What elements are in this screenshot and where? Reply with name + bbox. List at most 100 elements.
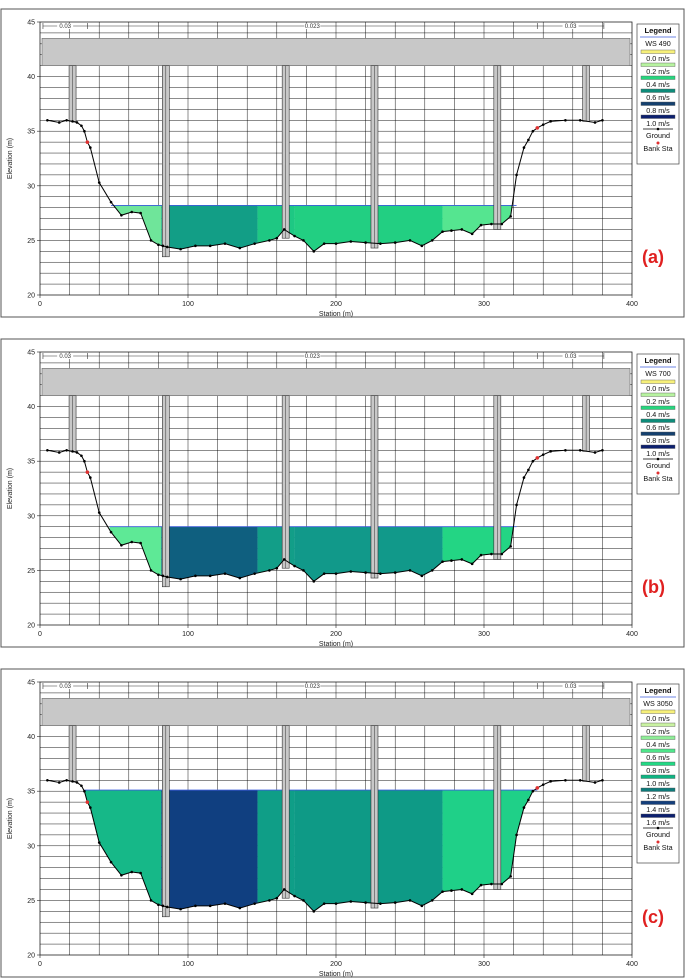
legend-item-label: 1.4 m/s: [646, 805, 670, 814]
legend-swatch: [640, 379, 676, 384]
legend-box: [636, 23, 680, 165]
manning-n-label: 0.03: [59, 684, 71, 690]
legend-ground-label: Ground: [646, 830, 670, 839]
manning-n-label-bg: [304, 683, 321, 689]
legend-bank-label: Bank Sta: [643, 474, 672, 483]
y-tick-label: 45: [27, 350, 35, 357]
ground-point: [223, 572, 227, 575]
manning-n-label: 0.03: [565, 354, 577, 360]
x-axis-title: Station (m): [319, 971, 353, 978]
y-axis-title: Elevation (m): [7, 468, 14, 509]
x-axis-title: Station (m): [319, 311, 353, 318]
ground-point: [130, 870, 134, 874]
bridge-deck: [41, 698, 631, 726]
ground-point: [293, 894, 296, 898]
ground-point: [302, 239, 305, 242]
chart-a: 0.03 0.023 0.03 0 100 200 300 400 20 25 30 35 40 45 St…: [0, 8, 685, 318]
ground-point: [322, 572, 326, 575]
legend-item-label: 0.4 m/s: [646, 740, 670, 749]
ground-point: [441, 230, 444, 233]
ground-point: [441, 560, 444, 563]
x-axis-title: Station (m): [319, 641, 353, 648]
chart-b: 0.03 0.023 0.03 0 100 200 300 400 20 25 30 35 40 45 St…: [0, 338, 685, 648]
y-tick-label: 20: [27, 953, 35, 960]
ground-point: [450, 889, 453, 892]
ground-point: [578, 778, 582, 782]
ground-point: [408, 569, 412, 572]
ground-point: [500, 882, 504, 886]
legend-ws-label: WS 3050: [643, 699, 673, 708]
ground-point: [161, 244, 165, 248]
ground-point: [149, 899, 153, 902]
manning-n-label-bg: [57, 23, 74, 29]
ground-point: [470, 562, 474, 566]
y-tick-label: 25: [27, 568, 35, 575]
manning-n-label-bg: [562, 23, 579, 29]
ground-point: [549, 120, 552, 123]
ground-point: [450, 229, 453, 232]
legend-item-label: 0.2 m/s: [646, 67, 670, 76]
manning-n-label: 0.03: [565, 684, 577, 690]
legend-swatch: [640, 774, 676, 779]
ground-point: [541, 123, 545, 126]
manning-n-label: 0.023: [305, 24, 321, 30]
ground-point: [89, 146, 92, 149]
ground-point: [238, 576, 242, 580]
legend-item-label: 0.2 m/s: [646, 397, 670, 406]
legend-swatch: [640, 405, 676, 410]
bank-station-point: [535, 786, 540, 790]
ground-point: [509, 545, 512, 548]
legend-bank-marker: [656, 471, 660, 475]
legend-swatch: [640, 101, 676, 106]
ground-point: [165, 245, 169, 249]
legend-swatch: [640, 75, 676, 80]
legend-swatch: [640, 735, 676, 740]
bank-station-point: [535, 126, 540, 130]
legend-swatch: [640, 787, 676, 792]
ground-point: [83, 129, 86, 133]
ground-point: [139, 211, 142, 215]
ground-point: [89, 806, 92, 809]
panel-label: (a): [642, 247, 664, 267]
ground-point: [541, 453, 545, 456]
panel-label: (b): [642, 577, 665, 597]
ground-point: [515, 833, 518, 837]
ground-point: [208, 574, 212, 578]
ground-point: [120, 543, 123, 547]
x-tick-label: 300: [478, 631, 490, 638]
panel-a: 0.03 0.023 0.03 0 100 200 300 400 20 25 30 35 40 45 St…: [0, 8, 685, 318]
ground-point: [379, 242, 382, 245]
legend-swatch: [640, 813, 676, 818]
ground-point: [430, 899, 434, 902]
ground-point: [349, 900, 353, 903]
legend-item-label: 0.0 m/s: [646, 54, 670, 63]
ground-point: [578, 448, 582, 452]
ground-point: [57, 121, 61, 124]
ground-point: [223, 242, 227, 245]
ground-point: [46, 778, 49, 782]
legend-swatch: [640, 88, 676, 93]
ground-point: [268, 899, 271, 902]
bank-station-point: [85, 470, 90, 474]
legend-ground-label: Ground: [646, 131, 670, 140]
legend-item-label: 1.0 m/s: [646, 119, 670, 128]
manning-n-label-bg: [562, 683, 579, 689]
ground-point: [57, 451, 61, 454]
y-tick-label: 30: [27, 513, 35, 520]
x-tick-label: 400: [626, 631, 638, 638]
velocity-zone: [294, 790, 443, 912]
ground-point: [157, 243, 160, 247]
manning-n-label: 0.023: [305, 684, 321, 690]
y-tick-label: 30: [27, 183, 35, 190]
ground-point: [253, 902, 256, 905]
x-tick-label: 200: [330, 301, 342, 308]
ground-point: [460, 888, 464, 891]
ground-point: [479, 553, 483, 557]
manning-n-label: 0.03: [565, 24, 577, 30]
legend-item-label: 0.4 m/s: [646, 410, 670, 419]
ground-point: [470, 232, 474, 236]
ground-point: [275, 236, 279, 240]
legend-bank-label: Bank Sta: [643, 144, 672, 153]
ground-point: [450, 559, 453, 562]
ground-point: [312, 250, 316, 253]
